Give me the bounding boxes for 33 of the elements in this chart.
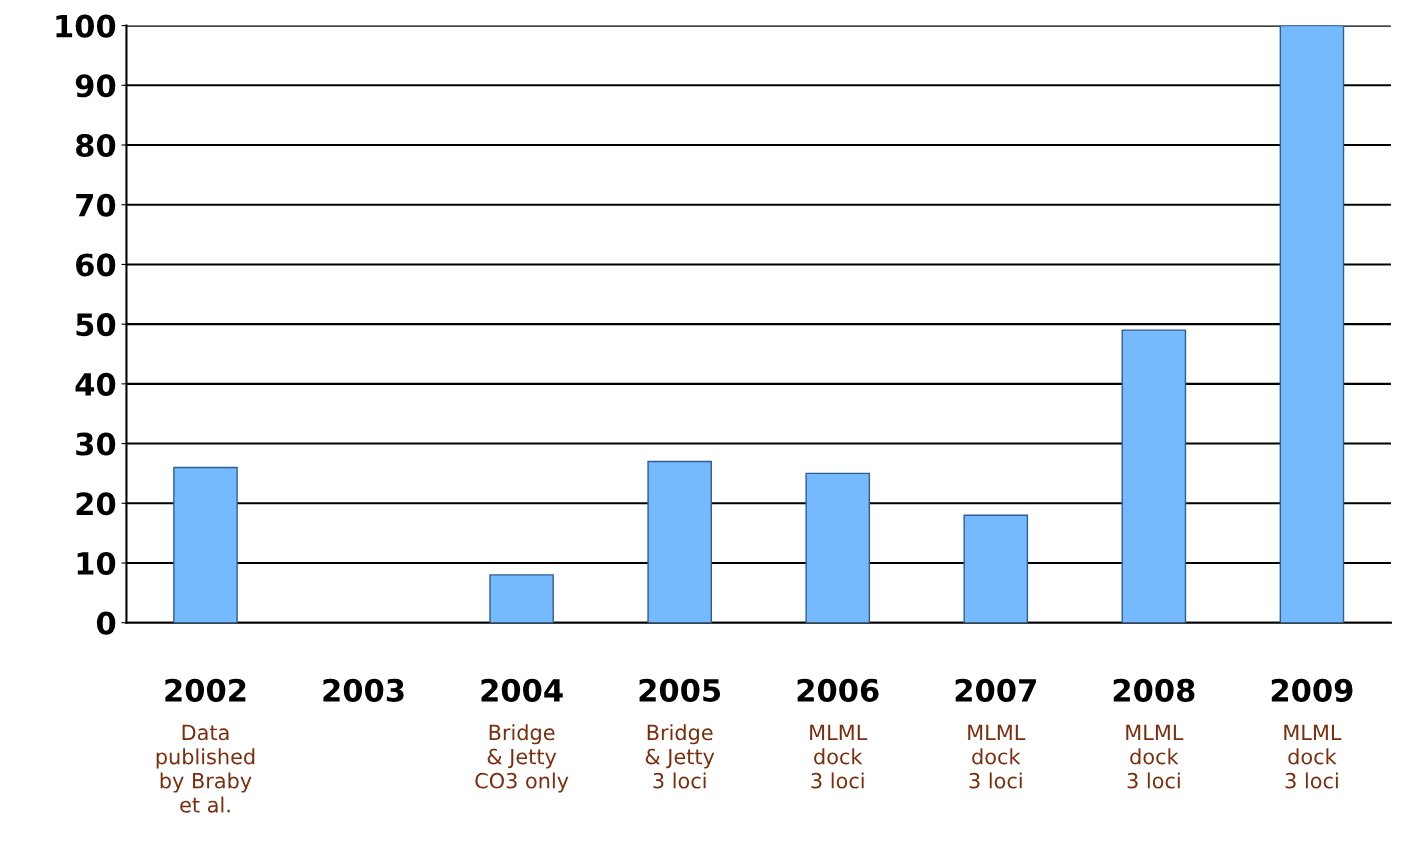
text: MLML dock 3 loci [810, 724, 868, 789]
y-tick-label: 30 [76, 432, 116, 456]
bar [1279, 25, 1345, 623]
text: MLML dock 3 loci [1284, 724, 1342, 789]
text: Bridge & Jetty CO3 only [475, 724, 569, 793]
text: MLML dock 3 loci [968, 724, 1026, 789]
y-tick-label: 0 [96, 611, 116, 635]
text: MLML dock 3 loci [1126, 724, 1184, 789]
bar [1121, 329, 1187, 623]
x-tick-label: 2005 [639, 678, 721, 702]
bar [647, 460, 712, 623]
text: Data published by Braby et al. [156, 724, 255, 813]
text: Bridge & Jetty 3 loci [645, 724, 715, 789]
x-tick-label: 2008 [1113, 678, 1195, 702]
y-tick-label: 80 [76, 133, 116, 158]
bar [173, 466, 238, 623]
x-tick-label: 2004 [481, 678, 563, 702]
x-tick-label: 2006 [797, 678, 879, 702]
y-tick-label: 50 [76, 313, 116, 337]
x-tick-label: 2007 [955, 678, 1036, 702]
y-tick-label: 70 [76, 193, 116, 217]
x-tick-label: 2009 [1271, 678, 1353, 702]
bar [963, 514, 1029, 623]
bar [805, 472, 871, 623]
x-tick-label: 2002 [165, 678, 246, 702]
y-tick-label: 10 [77, 551, 116, 576]
y-tick-label: 60 [76, 253, 116, 277]
y-tick-label: 20 [76, 492, 116, 516]
bar [489, 574, 554, 623]
y-tick-label: 100 [56, 14, 116, 38]
y-tick-label: 90 [75, 74, 116, 98]
x-tick-label: 2003 [323, 678, 404, 702]
y-tick-label: 40 [75, 372, 116, 396]
